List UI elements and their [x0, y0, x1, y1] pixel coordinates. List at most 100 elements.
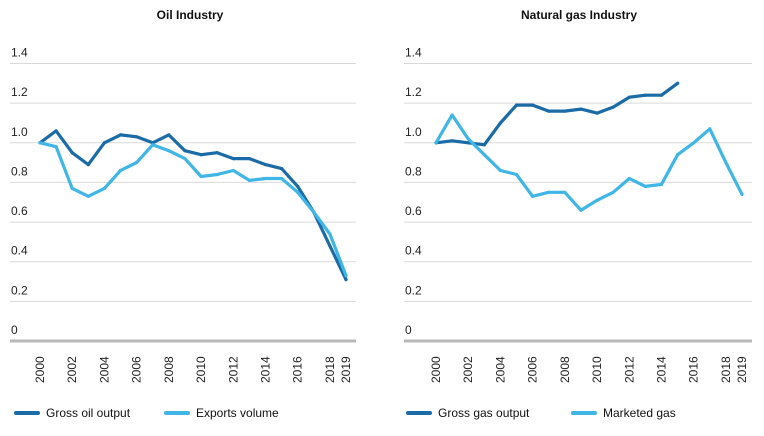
data-point	[579, 107, 583, 111]
data-point	[676, 81, 680, 85]
x-tick-label: 2014	[654, 356, 668, 383]
data-point	[247, 157, 251, 161]
data-point	[263, 163, 268, 167]
y-tick-label: 1.0	[11, 125, 28, 139]
data-point	[531, 194, 535, 198]
legend-label-1: Gross gas output	[438, 406, 530, 420]
data-point	[563, 190, 567, 194]
legend-label-2: Marketed gas	[603, 406, 676, 420]
x-tick-label: 2010	[590, 356, 604, 383]
data-point	[531, 103, 535, 107]
data-point	[118, 168, 123, 173]
y-tick-label: 0.4	[405, 244, 422, 258]
y-tick-label: 1.4	[11, 46, 28, 60]
data-point	[54, 129, 58, 133]
chart-title: Natural gas Industry	[521, 8, 637, 22]
x-tick-label: 2019	[735, 356, 749, 383]
data-point	[70, 151, 74, 155]
y-tick-label: 1.0	[405, 125, 422, 139]
data-point	[231, 157, 235, 161]
data-point	[450, 139, 454, 143]
data-point	[54, 145, 58, 149]
data-point	[611, 105, 615, 109]
data-point	[312, 210, 316, 214]
data-point	[135, 161, 139, 165]
x-tick-label: 2004	[97, 356, 111, 383]
data-point	[708, 127, 712, 131]
y-tick-label: 1.4	[405, 46, 422, 60]
data-point	[482, 143, 486, 147]
data-point	[595, 111, 599, 115]
series-line-2	[38, 141, 348, 278]
data-point	[183, 149, 187, 153]
data-point	[434, 141, 438, 145]
y-tick-label: 0.8	[11, 164, 28, 178]
y-tick-label: 0.8	[405, 164, 422, 178]
data-point	[514, 103, 519, 107]
data-point	[466, 141, 470, 145]
x-tick-label: 2004	[493, 356, 507, 383]
x-tick-label: 2006	[526, 356, 540, 383]
data-point	[263, 176, 268, 181]
series-line-1	[434, 81, 680, 147]
data-point	[167, 149, 171, 153]
data-point	[38, 141, 42, 145]
data-point	[659, 182, 664, 186]
x-tick-label: 2014	[258, 356, 272, 383]
data-point	[215, 172, 219, 177]
data-point	[296, 190, 300, 194]
x-tick-label: 2016	[687, 356, 701, 383]
x-tick-label: 2018	[323, 356, 337, 383]
x-tick-label: 2010	[194, 356, 208, 383]
data-point	[659, 93, 664, 97]
x-tick-label: 2019	[339, 356, 353, 383]
data-point	[547, 190, 551, 194]
series-line-2	[434, 113, 744, 212]
x-tick-label: 2016	[291, 356, 305, 383]
data-point	[86, 163, 90, 167]
y-tick-label: 0.4	[11, 244, 28, 258]
data-point	[579, 208, 583, 212]
data-point	[328, 232, 332, 236]
data-point	[563, 109, 567, 113]
data-point	[199, 153, 203, 157]
data-point	[466, 137, 470, 141]
data-point	[740, 192, 744, 196]
y-tick-label: 0	[11, 323, 18, 337]
data-point	[296, 184, 300, 188]
data-point	[183, 157, 187, 161]
data-point	[482, 153, 486, 157]
data-point	[344, 274, 348, 278]
y-tick-label: 0.6	[405, 204, 422, 218]
data-point	[498, 121, 502, 125]
data-point	[102, 186, 106, 190]
data-point	[595, 198, 599, 202]
chart-panel-1: Oil Industry 1.4 1.2 1.0 0.8 0.6 0.4 0.2 0 2000 20…	[10, 8, 356, 420]
data-point	[627, 95, 631, 99]
data-point	[102, 141, 106, 145]
y-tick-label: 0.2	[11, 283, 28, 297]
data-point	[547, 109, 551, 113]
data-point	[118, 133, 123, 137]
x-tick-label: 2008	[558, 356, 572, 383]
x-tick-label: 2002	[65, 356, 79, 383]
legend-label-1: Gross oil output	[46, 406, 131, 420]
data-point	[151, 143, 155, 147]
x-tick-label: 2018	[719, 356, 733, 383]
y-tick-label: 0	[405, 323, 412, 337]
data-point	[514, 172, 519, 177]
data-point	[724, 161, 728, 165]
data-point	[498, 168, 502, 173]
y-tick-label: 0.6	[11, 204, 28, 218]
data-point	[450, 113, 454, 117]
data-point	[70, 186, 74, 190]
data-point	[643, 184, 648, 188]
x-tick-label: 2000	[429, 356, 443, 383]
data-point	[231, 168, 235, 173]
data-point	[627, 176, 631, 181]
data-point	[280, 167, 284, 171]
x-tick-label: 2002	[461, 356, 475, 383]
x-tick-label: 2012	[226, 356, 240, 383]
data-point	[344, 278, 348, 282]
